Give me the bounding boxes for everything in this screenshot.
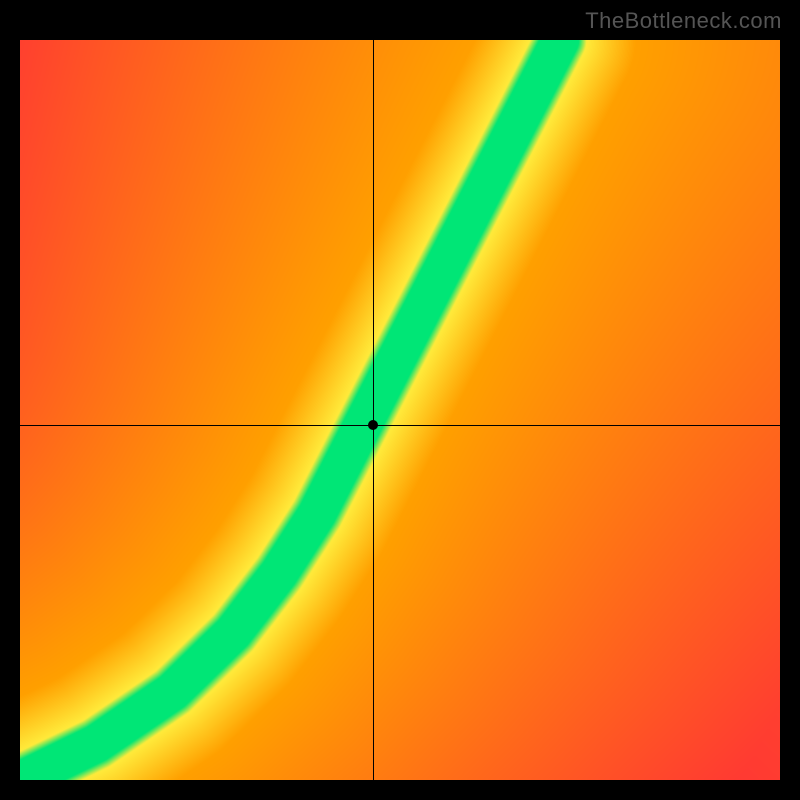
watermark-text: TheBottleneck.com [585, 8, 782, 34]
heatmap-canvas [20, 40, 780, 780]
heatmap-chart [20, 40, 780, 780]
crosshair-horizontal [20, 425, 780, 426]
crosshair-dot [368, 420, 378, 430]
crosshair-vertical [373, 40, 374, 780]
